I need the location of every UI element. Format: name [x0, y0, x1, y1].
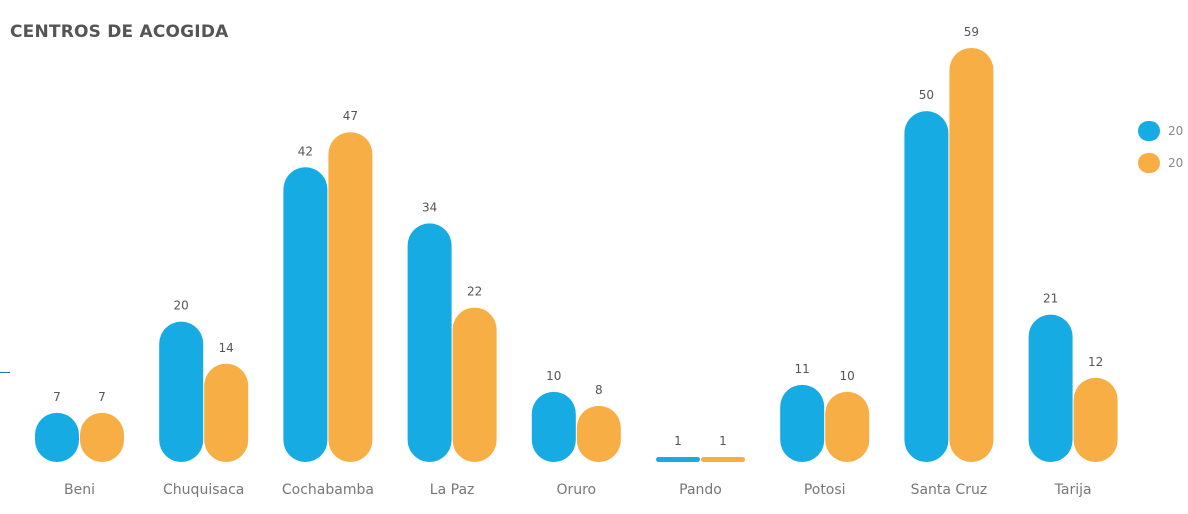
bar-beni-series-2 [80, 412, 124, 462]
category-label: Santa Cruz [911, 482, 988, 498]
bar-chuquisaca-series-2 [204, 363, 249, 462]
category-label: Tarija [1054, 482, 1092, 498]
bar-cochabamba-series-2 [328, 132, 373, 463]
legend-label: 20 [1168, 124, 1183, 138]
value-label: 59 [964, 25, 979, 39]
value-label: 1 [719, 434, 727, 448]
value-label: 20 [174, 299, 189, 313]
bar-la-paz-series-1 [407, 223, 452, 462]
bar-potosi-series-1 [780, 384, 825, 462]
legend-label: 20 [1168, 156, 1183, 170]
bar-la-paz-series-2 [452, 307, 497, 462]
value-label: 7 [53, 390, 61, 404]
category-label: Potosi [804, 482, 846, 498]
bar-chuquisaca-series-1 [159, 321, 204, 462]
legend-swatch [1138, 153, 1160, 173]
value-label: 10 [840, 369, 855, 383]
value-label: 22 [467, 285, 482, 299]
left-divider [0, 372, 10, 373]
value-label: 11 [795, 362, 810, 376]
bar-potosi-series-2 [825, 391, 870, 462]
value-label: 12 [1088, 355, 1103, 369]
value-label: 34 [422, 200, 437, 214]
value-label: 42 [298, 144, 313, 158]
bar-pando-series-2 [701, 457, 745, 462]
bar-santa-cruz-series-2 [949, 48, 994, 462]
value-label: 1 [674, 434, 682, 448]
value-label: 14 [219, 341, 234, 355]
value-label: 50 [919, 88, 934, 102]
bar-tarija-series-1 [1028, 314, 1073, 462]
category-label: La Paz [430, 482, 475, 498]
value-label: 21 [1043, 292, 1058, 306]
category-label: Beni [64, 482, 95, 498]
bar-oruro-series-1 [531, 391, 576, 462]
category-label: Chuquisaca [163, 482, 244, 498]
category-label: Pando [679, 482, 722, 498]
value-label: 8 [595, 383, 603, 397]
legend-swatch [1138, 121, 1160, 141]
category-label: Cochabamba [282, 482, 374, 498]
value-label: 7 [98, 390, 106, 404]
bar-oruro-series-2 [576, 405, 621, 462]
bar-cochabamba-series-1 [283, 167, 328, 462]
bar-santa-cruz-series-1 [904, 111, 949, 463]
value-label: 10 [546, 369, 561, 383]
bar-beni-series-1 [35, 412, 79, 462]
bar-pando-series-1 [656, 457, 700, 462]
value-label: 47 [343, 109, 358, 123]
bar-tarija-series-2 [1073, 377, 1118, 462]
category-label: Oruro [556, 482, 596, 498]
chart-title: CENTROS DE ACOGIDA [10, 22, 229, 42]
